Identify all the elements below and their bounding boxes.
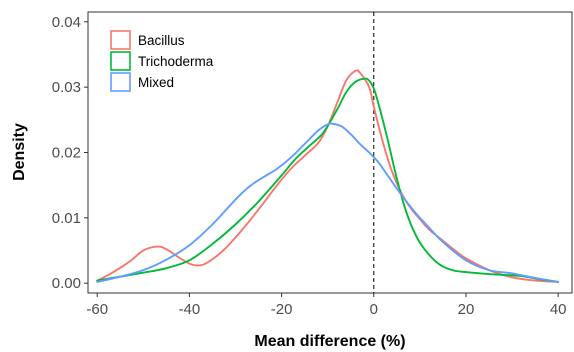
- legend: Bacillus Trichoderma Mixed: [110, 30, 214, 92]
- x-tick-label: -20: [271, 301, 293, 318]
- x-axis-title: Mean difference (%): [254, 333, 405, 350]
- series-line-trichoderma: [96, 77, 560, 283]
- y-tick-label: 0.04: [52, 14, 81, 31]
- legend-key-bacillus: [110, 30, 131, 50]
- x-tick-label: 0: [370, 301, 378, 318]
- x-tick-label: 20: [458, 301, 475, 318]
- y-tick-label: 0.03: [52, 79, 81, 96]
- plot-panel: [87, 11, 573, 294]
- y-axis-title: Density: [11, 123, 28, 181]
- x-tick-label: -40: [179, 301, 201, 318]
- y-tick-label: 0.01: [52, 210, 81, 227]
- chart-marks: -60 -40 -20 0 20 40 0.00 0.01 0.02 0.03 0.04: [52, 12, 567, 318]
- x-tick-label: -60: [86, 301, 108, 318]
- y-tick-label: 0.00: [52, 275, 81, 292]
- legend-key-mixed: [110, 72, 131, 92]
- y-tick-label: 0.02: [52, 145, 81, 162]
- x-tick-label: 40: [550, 301, 567, 318]
- series-line-mixed: [96, 122, 560, 283]
- legend-label-bacillus: Bacillus: [138, 33, 185, 48]
- legend-label-trichoderma: Trichoderma: [138, 54, 214, 69]
- legend-label-mixed: Mixed: [138, 75, 174, 90]
- legend-key-trichoderma: [110, 51, 131, 71]
